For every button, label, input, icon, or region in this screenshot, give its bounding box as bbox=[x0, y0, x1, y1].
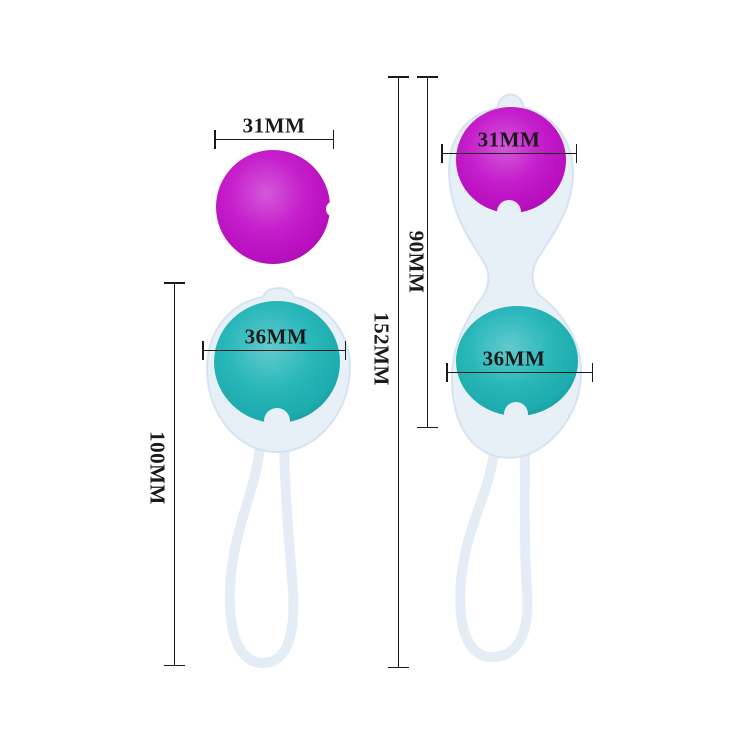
left-teal-ball-shading bbox=[214, 301, 340, 423]
dim-right-bottom-ball-label: 36MM bbox=[482, 346, 546, 371]
dim-right-total-length-line bbox=[388, 76, 409, 668]
left-product-tail bbox=[224, 433, 299, 669]
dim-left-bottom-ball-line bbox=[202, 341, 346, 360]
left-magenta-ball-notch bbox=[326, 201, 342, 217]
right-product-tail bbox=[455, 440, 533, 663]
dim-left-bottom-ball-label: 36MM bbox=[244, 324, 308, 349]
right-teal-ball-cleft bbox=[504, 402, 528, 426]
right-magenta-ball-cleft bbox=[497, 200, 521, 224]
dim-right-body-length-line bbox=[417, 76, 438, 428]
dim-left-length-label: 100MM bbox=[145, 431, 170, 505]
left-product bbox=[205, 150, 352, 669]
right-teal-ball-shading bbox=[456, 306, 578, 416]
dim-right-top-ball-line bbox=[441, 144, 577, 163]
left-teal-ball-cleft bbox=[264, 408, 290, 434]
dim-left-top-ball-line bbox=[214, 130, 334, 149]
dim-right-body-length-label: 90MM bbox=[404, 230, 429, 294]
dim-right-bottom-ball-line bbox=[446, 363, 593, 382]
dim-right-top-ball-label: 31MM bbox=[477, 127, 541, 152]
dim-left-length-line bbox=[164, 282, 185, 666]
dim-left-top-ball-label: 31MM bbox=[242, 113, 306, 138]
right-product bbox=[447, 93, 583, 663]
right-magenta-ball-shading bbox=[456, 107, 566, 213]
dim-right-total-length-label: 152MM bbox=[369, 312, 394, 386]
left-magenta-ball-shading bbox=[216, 150, 330, 264]
